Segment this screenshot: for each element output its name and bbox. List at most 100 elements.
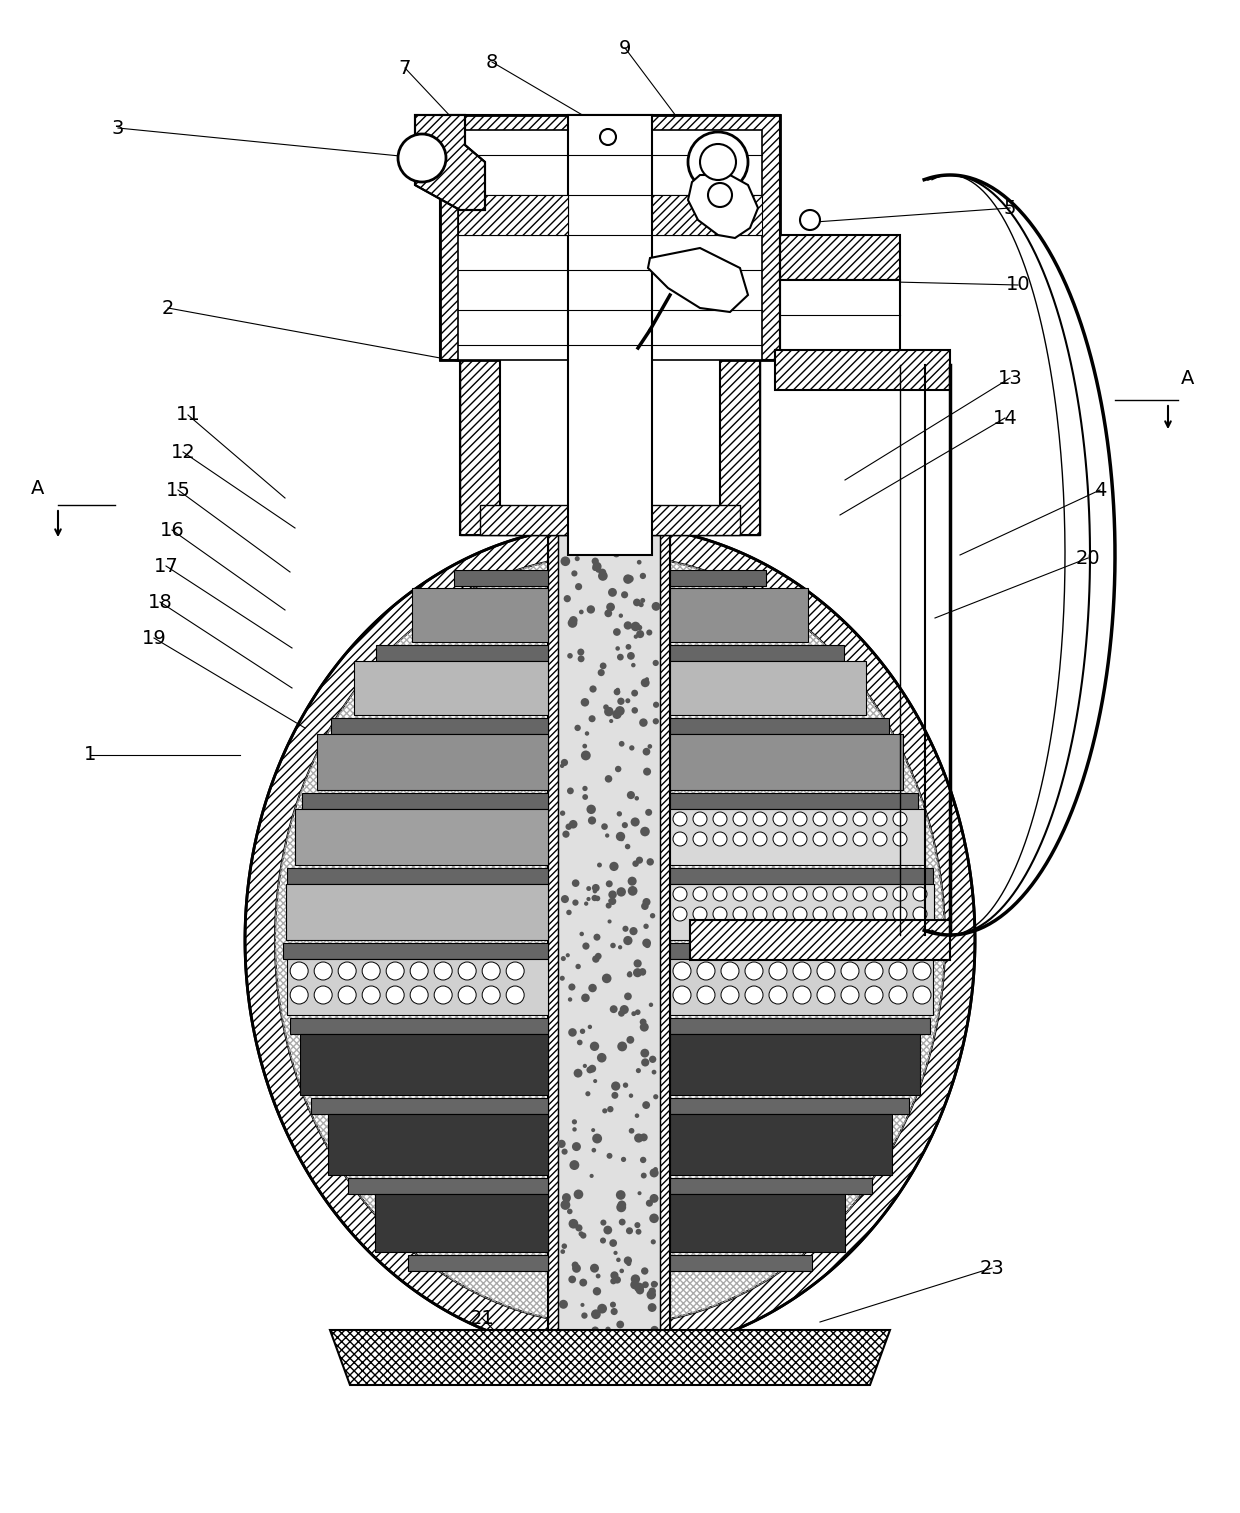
Circle shape: [652, 719, 658, 725]
Circle shape: [794, 906, 807, 921]
Circle shape: [708, 183, 732, 207]
Circle shape: [559, 1300, 568, 1309]
Circle shape: [713, 832, 727, 846]
Circle shape: [629, 1129, 635, 1133]
Circle shape: [606, 1153, 613, 1159]
Polygon shape: [670, 661, 867, 716]
Circle shape: [606, 881, 613, 887]
Circle shape: [579, 932, 584, 937]
Polygon shape: [670, 589, 808, 642]
Circle shape: [650, 298, 658, 307]
Circle shape: [616, 1257, 621, 1262]
Polygon shape: [412, 589, 548, 642]
Circle shape: [560, 557, 570, 566]
Circle shape: [636, 856, 644, 864]
Circle shape: [560, 764, 564, 769]
Circle shape: [769, 962, 787, 980]
Polygon shape: [558, 250, 660, 1350]
Circle shape: [600, 1238, 606, 1244]
Polygon shape: [454, 570, 548, 586]
Circle shape: [618, 439, 621, 443]
Circle shape: [562, 831, 569, 838]
Circle shape: [610, 943, 616, 949]
Circle shape: [568, 1275, 577, 1283]
Circle shape: [642, 1282, 649, 1288]
Circle shape: [631, 368, 640, 375]
Circle shape: [562, 433, 569, 440]
Circle shape: [600, 129, 616, 145]
Circle shape: [560, 956, 565, 961]
Circle shape: [578, 502, 587, 511]
Polygon shape: [300, 1033, 548, 1095]
Text: A: A: [31, 478, 45, 498]
Circle shape: [634, 418, 640, 424]
Circle shape: [609, 516, 615, 522]
Circle shape: [893, 887, 906, 902]
Circle shape: [567, 909, 572, 915]
Circle shape: [569, 820, 578, 829]
Circle shape: [913, 962, 931, 980]
Circle shape: [608, 589, 618, 596]
Polygon shape: [670, 1033, 920, 1095]
Text: A: A: [1182, 369, 1194, 387]
Circle shape: [585, 1091, 590, 1097]
Circle shape: [713, 887, 727, 902]
Circle shape: [629, 424, 637, 433]
Circle shape: [588, 1065, 596, 1073]
Circle shape: [605, 315, 613, 321]
Circle shape: [813, 832, 827, 846]
Circle shape: [482, 962, 500, 980]
Circle shape: [646, 319, 652, 324]
Circle shape: [587, 805, 596, 814]
Circle shape: [594, 546, 603, 555]
Circle shape: [582, 428, 588, 433]
Circle shape: [608, 707, 613, 713]
Polygon shape: [330, 1330, 890, 1384]
Circle shape: [579, 1278, 588, 1286]
Circle shape: [568, 286, 575, 294]
Circle shape: [583, 1064, 587, 1068]
Polygon shape: [317, 734, 548, 790]
Circle shape: [582, 437, 590, 445]
Polygon shape: [670, 1194, 844, 1251]
Circle shape: [591, 1309, 601, 1319]
Circle shape: [650, 1168, 658, 1177]
Circle shape: [573, 1127, 577, 1132]
Circle shape: [618, 363, 622, 368]
Circle shape: [637, 560, 641, 564]
Circle shape: [637, 1191, 641, 1195]
Circle shape: [853, 887, 867, 902]
Circle shape: [632, 861, 639, 867]
Circle shape: [641, 970, 646, 976]
Circle shape: [290, 986, 309, 1005]
Circle shape: [618, 946, 622, 949]
Circle shape: [575, 583, 583, 590]
Circle shape: [604, 707, 614, 716]
Text: 13: 13: [998, 369, 1022, 387]
Circle shape: [652, 1070, 656, 1074]
Circle shape: [833, 832, 847, 846]
Polygon shape: [688, 176, 758, 238]
Circle shape: [620, 451, 625, 457]
Circle shape: [600, 1219, 606, 1226]
Circle shape: [567, 654, 573, 658]
Circle shape: [753, 906, 768, 921]
Circle shape: [653, 442, 660, 448]
Polygon shape: [440, 115, 780, 360]
Circle shape: [624, 993, 632, 1000]
Circle shape: [598, 519, 608, 528]
Circle shape: [609, 1239, 618, 1247]
Circle shape: [637, 292, 645, 300]
Circle shape: [624, 622, 632, 629]
Polygon shape: [329, 1114, 548, 1176]
Circle shape: [593, 354, 601, 362]
Circle shape: [634, 1283, 644, 1292]
Circle shape: [585, 731, 589, 735]
Circle shape: [609, 862, 619, 871]
Circle shape: [630, 292, 636, 298]
Circle shape: [873, 832, 887, 846]
Circle shape: [339, 986, 356, 1005]
Circle shape: [569, 616, 578, 625]
Circle shape: [569, 1219, 578, 1229]
Circle shape: [651, 602, 661, 611]
